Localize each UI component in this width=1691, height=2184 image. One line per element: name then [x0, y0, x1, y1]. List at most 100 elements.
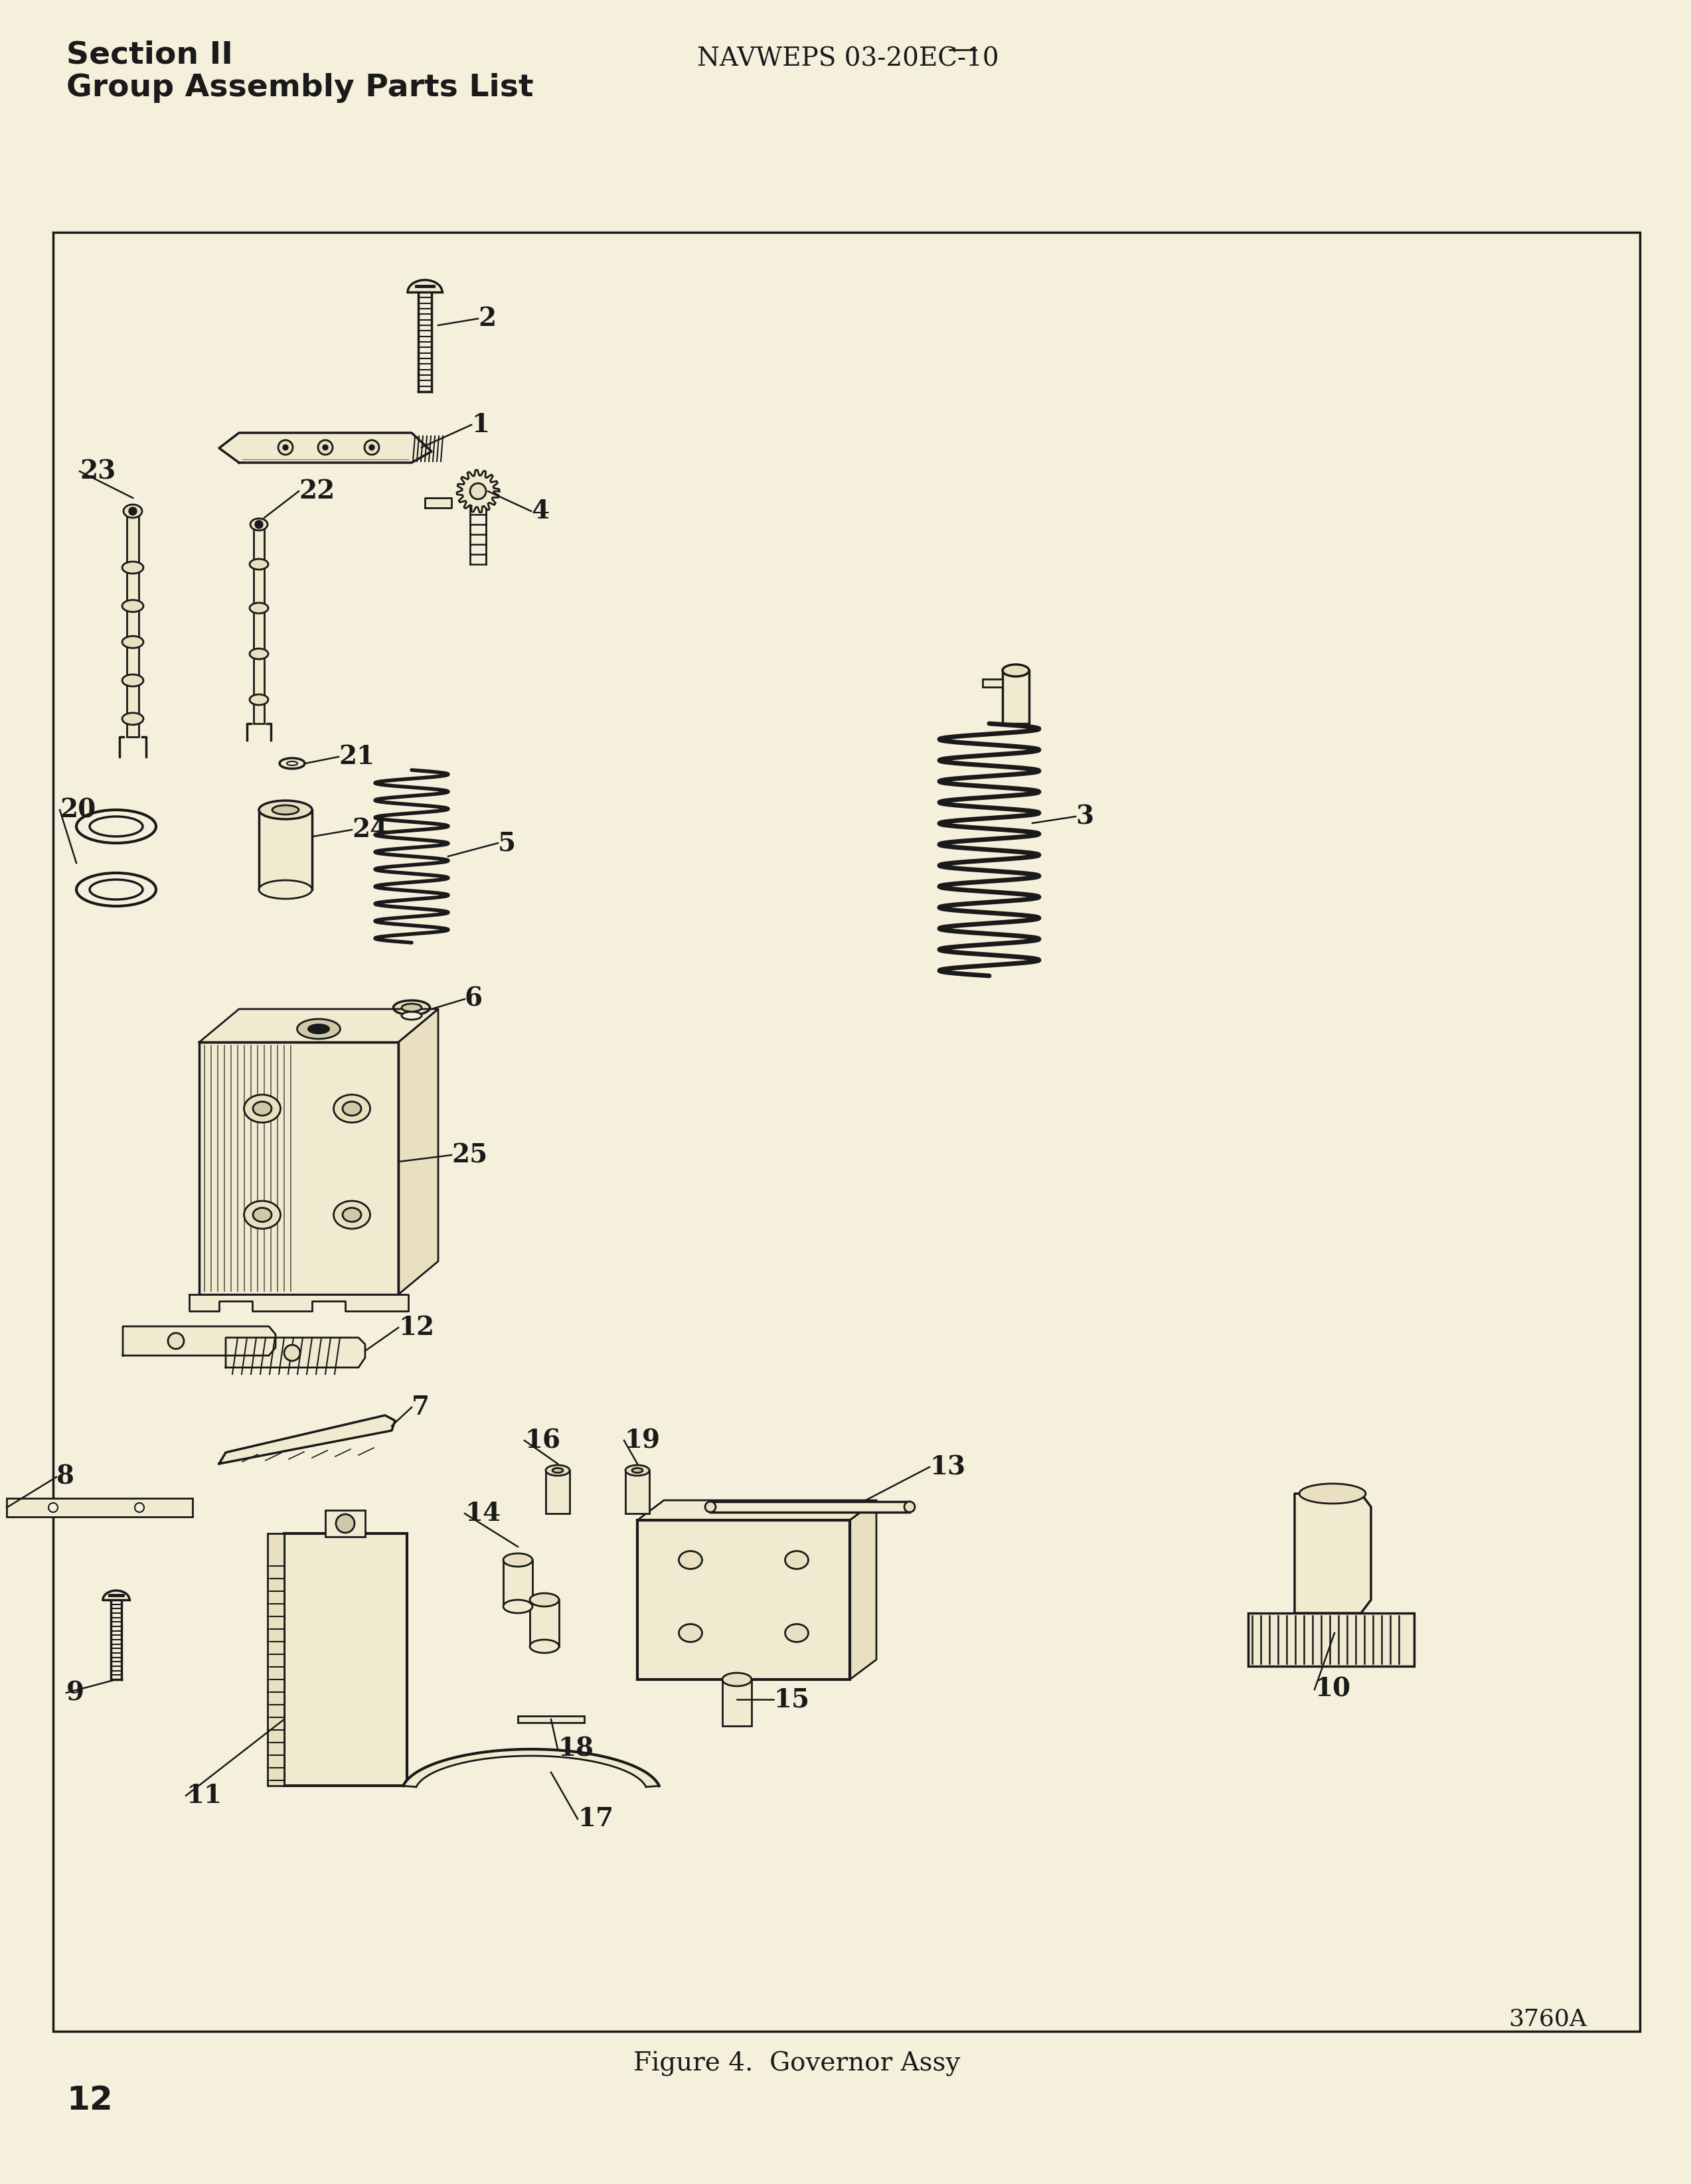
Bar [254, 524, 264, 723]
Bar [200, 1042, 399, 1295]
Text: NAVWEPS 03-20EC-10: NAVWEPS 03-20EC-10 [697, 46, 999, 72]
Bar [127, 511, 139, 736]
Ellipse shape [250, 649, 269, 660]
Polygon shape [408, 280, 441, 293]
Bar [325, 1509, 365, 1538]
Ellipse shape [394, 1009, 430, 1022]
Text: 15: 15 [773, 1686, 810, 1712]
Ellipse shape [504, 1553, 533, 1566]
Circle shape [49, 1503, 57, 1511]
Text: 21: 21 [338, 745, 374, 769]
Text: 2: 2 [479, 306, 495, 332]
Circle shape [365, 441, 379, 454]
Polygon shape [457, 470, 499, 513]
Polygon shape [220, 1415, 396, 1463]
Bar [982, 679, 1003, 688]
Ellipse shape [678, 1625, 702, 1642]
Ellipse shape [343, 1101, 362, 1116]
Bar [626, 1470, 649, 1514]
Ellipse shape [333, 1201, 370, 1230]
Text: 20: 20 [59, 797, 96, 823]
Ellipse shape [626, 1465, 649, 1476]
Circle shape [470, 483, 485, 500]
Bar [7, 1498, 193, 1518]
Bar [1248, 1614, 1414, 1666]
Text: Group Assembly Parts List: Group Assembly Parts List [66, 72, 534, 103]
Ellipse shape [123, 505, 142, 518]
Ellipse shape [76, 874, 156, 906]
Ellipse shape [394, 1000, 430, 1016]
Bar [722, 1679, 751, 1725]
Text: Figure 4.  Governor Assy: Figure 4. Governor Assy [632, 2051, 960, 2077]
Text: Section II: Section II [66, 39, 233, 70]
Polygon shape [200, 1009, 438, 1042]
Bar [259, 810, 313, 889]
Text: 1: 1 [472, 413, 489, 437]
Text: 16: 16 [524, 1428, 560, 1452]
Text: 22: 22 [299, 478, 335, 505]
Ellipse shape [122, 561, 144, 574]
Polygon shape [424, 498, 451, 509]
Text: 6: 6 [465, 987, 482, 1011]
Ellipse shape [244, 1094, 281, 1123]
Bar [529, 1601, 560, 1647]
Circle shape [318, 441, 333, 454]
Bar [710, 1503, 910, 1511]
Bar [52, 232, 1640, 2031]
Text: 23: 23 [79, 459, 115, 485]
Text: 7: 7 [411, 1396, 430, 1420]
Polygon shape [399, 1009, 438, 1295]
Polygon shape [123, 1326, 276, 1356]
Ellipse shape [254, 1101, 272, 1116]
Bar [1003, 670, 1030, 723]
Text: 5: 5 [497, 830, 516, 856]
Text: 18: 18 [558, 1736, 594, 1762]
Polygon shape [189, 1295, 408, 1310]
Ellipse shape [1003, 664, 1030, 677]
Ellipse shape [250, 559, 269, 570]
Ellipse shape [90, 880, 142, 900]
Bar [284, 1533, 408, 1787]
Text: 13: 13 [930, 1455, 966, 1481]
Bar [267, 1533, 284, 1787]
Ellipse shape [272, 806, 299, 815]
Ellipse shape [546, 1465, 570, 1476]
Text: 12: 12 [66, 2084, 113, 2116]
Ellipse shape [553, 1468, 563, 1472]
Ellipse shape [529, 1592, 560, 1607]
Ellipse shape [122, 601, 144, 612]
Ellipse shape [905, 1503, 915, 1511]
Ellipse shape [90, 817, 142, 836]
Text: 9: 9 [66, 1679, 85, 1706]
Ellipse shape [287, 762, 298, 764]
Ellipse shape [308, 1024, 330, 1033]
Polygon shape [402, 1749, 659, 1787]
Ellipse shape [343, 1208, 362, 1221]
Ellipse shape [529, 1640, 560, 1653]
Ellipse shape [122, 712, 144, 725]
Text: 19: 19 [624, 1428, 659, 1452]
Circle shape [369, 446, 374, 450]
Ellipse shape [402, 1011, 421, 1020]
Text: 12: 12 [399, 1315, 435, 1341]
Ellipse shape [250, 695, 269, 705]
Text: 25: 25 [451, 1142, 487, 1168]
Circle shape [323, 446, 328, 450]
Ellipse shape [333, 1094, 370, 1123]
Ellipse shape [785, 1625, 808, 1642]
Ellipse shape [76, 810, 156, 843]
Ellipse shape [785, 1551, 808, 1568]
Text: 14: 14 [465, 1500, 501, 1527]
Text: 3: 3 [1075, 804, 1094, 830]
Ellipse shape [259, 802, 313, 819]
Circle shape [279, 441, 293, 454]
Bar [517, 1717, 585, 1723]
Bar [504, 1559, 533, 1607]
Ellipse shape [402, 1005, 421, 1011]
Bar [638, 1520, 851, 1679]
Circle shape [167, 1332, 184, 1350]
Text: 8: 8 [56, 1465, 74, 1489]
Ellipse shape [1299, 1483, 1366, 1503]
Ellipse shape [678, 1551, 702, 1568]
Polygon shape [1295, 1494, 1371, 1614]
